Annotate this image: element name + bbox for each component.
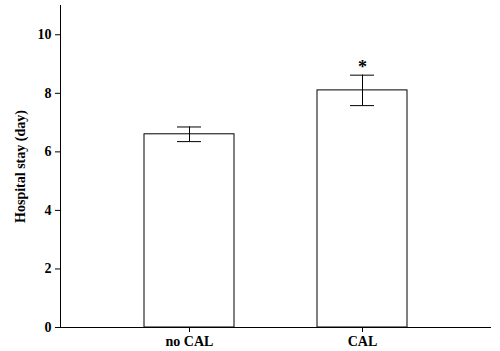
svg-text:8: 8 [45,86,52,101]
svg-text:Hospital stay (day): Hospital stay (day) [13,110,29,223]
svg-text:2: 2 [45,261,52,276]
svg-text:10: 10 [38,27,52,42]
svg-text:CAL: CAL [348,334,378,349]
svg-text:*: * [358,57,367,77]
svg-text:0: 0 [45,320,52,335]
svg-text:6: 6 [45,144,52,159]
svg-text:4: 4 [45,203,52,218]
svg-text:no CAL: no CAL [166,334,214,349]
